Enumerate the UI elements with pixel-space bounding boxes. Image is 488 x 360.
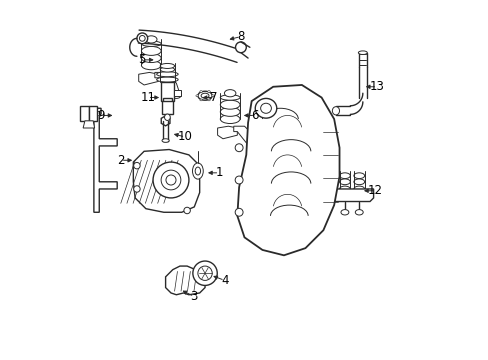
Polygon shape — [80, 107, 88, 121]
Ellipse shape — [235, 42, 246, 53]
Text: 12: 12 — [367, 184, 382, 197]
Ellipse shape — [137, 33, 147, 44]
Text: 6: 6 — [251, 109, 259, 122]
Polygon shape — [94, 108, 117, 212]
Polygon shape — [155, 72, 180, 98]
Ellipse shape — [139, 36, 145, 41]
Text: 7: 7 — [210, 91, 217, 104]
Ellipse shape — [141, 54, 161, 63]
Ellipse shape — [145, 36, 157, 43]
Ellipse shape — [220, 107, 240, 116]
Text: 10: 10 — [178, 130, 192, 144]
Ellipse shape — [235, 208, 243, 216]
Ellipse shape — [207, 91, 210, 93]
Text: 5: 5 — [138, 53, 146, 66]
Ellipse shape — [220, 100, 240, 109]
Ellipse shape — [332, 107, 339, 115]
Text: 8: 8 — [237, 30, 244, 43]
Ellipse shape — [192, 261, 217, 285]
Ellipse shape — [160, 67, 174, 72]
Ellipse shape — [156, 77, 178, 82]
Ellipse shape — [355, 210, 363, 215]
Ellipse shape — [339, 186, 349, 192]
Polygon shape — [237, 85, 339, 255]
Ellipse shape — [198, 91, 212, 100]
Ellipse shape — [200, 99, 202, 101]
Ellipse shape — [195, 167, 200, 175]
Polygon shape — [161, 116, 170, 126]
Ellipse shape — [141, 46, 161, 55]
Ellipse shape — [200, 91, 202, 93]
Ellipse shape — [339, 179, 349, 185]
Text: 1: 1 — [215, 166, 223, 179]
Ellipse shape — [160, 63, 174, 68]
Ellipse shape — [358, 51, 366, 54]
Ellipse shape — [353, 179, 364, 185]
Ellipse shape — [192, 163, 203, 179]
Text: 2: 2 — [117, 154, 124, 167]
Ellipse shape — [340, 210, 348, 215]
Text: 11: 11 — [140, 91, 155, 104]
Ellipse shape — [156, 72, 178, 77]
Ellipse shape — [141, 61, 161, 70]
Polygon shape — [330, 189, 373, 202]
Polygon shape — [133, 149, 199, 212]
Ellipse shape — [133, 162, 140, 169]
Polygon shape — [161, 82, 174, 101]
Polygon shape — [83, 121, 94, 128]
Ellipse shape — [161, 170, 181, 190]
Ellipse shape — [224, 90, 235, 97]
Text: 3: 3 — [190, 290, 198, 303]
Ellipse shape — [353, 186, 364, 192]
Ellipse shape — [196, 95, 198, 96]
Ellipse shape — [207, 99, 210, 101]
Ellipse shape — [235, 176, 243, 184]
Text: 4: 4 — [221, 274, 228, 287]
Ellipse shape — [211, 95, 214, 96]
Ellipse shape — [153, 162, 188, 198]
Polygon shape — [174, 90, 181, 96]
Polygon shape — [233, 126, 255, 149]
Ellipse shape — [198, 266, 212, 280]
Ellipse shape — [141, 41, 161, 46]
Ellipse shape — [171, 93, 181, 98]
Ellipse shape — [260, 103, 271, 113]
Ellipse shape — [235, 144, 243, 152]
Polygon shape — [88, 107, 97, 121]
Ellipse shape — [353, 173, 364, 179]
Ellipse shape — [133, 186, 140, 192]
Polygon shape — [162, 101, 173, 114]
Ellipse shape — [165, 175, 176, 185]
Ellipse shape — [220, 114, 240, 123]
Ellipse shape — [220, 95, 240, 100]
Ellipse shape — [164, 114, 170, 121]
Polygon shape — [139, 72, 158, 85]
Ellipse shape — [339, 173, 349, 179]
Ellipse shape — [201, 93, 208, 98]
Ellipse shape — [247, 145, 256, 150]
Ellipse shape — [255, 98, 276, 118]
Ellipse shape — [183, 207, 190, 214]
Polygon shape — [165, 266, 204, 295]
Ellipse shape — [96, 112, 101, 116]
Polygon shape — [217, 126, 237, 139]
Text: 13: 13 — [369, 80, 384, 93]
Ellipse shape — [162, 139, 169, 142]
Text: 9: 9 — [97, 109, 104, 122]
